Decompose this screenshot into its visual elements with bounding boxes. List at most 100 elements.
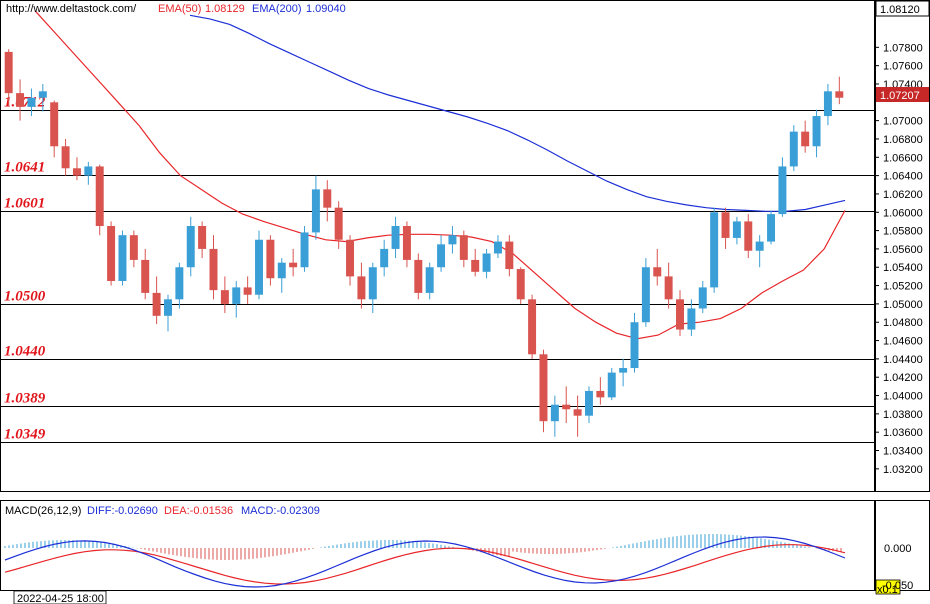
ema200-label: EMA(200) xyxy=(252,3,302,15)
candle xyxy=(414,253,423,300)
candle-body xyxy=(721,212,730,238)
candle xyxy=(175,262,184,309)
candle xyxy=(38,83,47,112)
macd-panel xyxy=(4,534,846,588)
candle-body xyxy=(300,232,309,268)
candle-body xyxy=(505,241,514,270)
candle-body xyxy=(243,287,252,295)
candle xyxy=(311,175,320,240)
candle xyxy=(585,386,593,424)
candle-body xyxy=(61,146,70,169)
candle-body xyxy=(448,235,457,245)
candle xyxy=(471,248,480,277)
price-tick-label: 1.05400 xyxy=(883,262,923,274)
macd-multiplier-box xyxy=(875,579,901,595)
candle-body xyxy=(266,239,275,279)
candle-body xyxy=(732,221,741,238)
candle-body xyxy=(471,259,480,272)
price-tick-label: 1.05200 xyxy=(883,281,923,293)
level-label: 1.0500 xyxy=(4,289,46,305)
price-tick-label: 1.07600 xyxy=(883,61,923,73)
candle-body xyxy=(585,390,593,416)
candle-body xyxy=(277,262,286,279)
candle xyxy=(300,226,309,272)
price-tick-label: 1.05600 xyxy=(883,244,923,256)
price-axis-ticks: 1.078001.076001.074001.070001.068001.066… xyxy=(875,42,923,476)
candle xyxy=(152,276,161,325)
candle xyxy=(778,157,787,217)
candle xyxy=(425,262,434,300)
candle xyxy=(505,235,514,277)
macd-multiplier: x0.1 xyxy=(877,584,898,596)
macd-label: MACD(26,12,9) xyxy=(5,505,81,517)
horizontal-levels: 1.07121.06411.06011.05001.04401.03891.03… xyxy=(0,95,875,443)
candle xyxy=(596,377,605,405)
candle xyxy=(459,230,468,268)
candle-body xyxy=(664,276,673,300)
ema200-value: 1.09040 xyxy=(306,3,346,15)
candle-body xyxy=(357,276,366,300)
candle-body xyxy=(38,91,47,98)
candle-body xyxy=(186,226,195,268)
candle xyxy=(676,290,684,336)
candle xyxy=(266,235,275,286)
ema200-line xyxy=(189,14,846,212)
price-tick-label: 1.05800 xyxy=(883,226,923,238)
candle-body xyxy=(368,267,377,300)
date-label: 2022-04-25 18:00 xyxy=(17,593,104,604)
candle-body xyxy=(50,102,59,147)
candle-body xyxy=(255,239,263,295)
candle-body xyxy=(164,299,172,316)
price-tick-label: 1.04600 xyxy=(883,336,923,348)
candle-body xyxy=(232,287,241,304)
candle xyxy=(61,138,70,176)
candle xyxy=(232,280,241,318)
candlesticks xyxy=(4,49,844,437)
candle xyxy=(744,214,753,259)
candle xyxy=(323,180,332,222)
top-value-box xyxy=(875,0,930,17)
candle xyxy=(220,276,229,314)
candle-body xyxy=(493,241,502,254)
candle-body xyxy=(482,253,491,272)
candle xyxy=(687,299,696,336)
ema50-line xyxy=(34,10,846,340)
level-label: 1.0349 xyxy=(4,427,46,443)
candle xyxy=(357,262,366,309)
candle-body xyxy=(425,267,434,293)
candle-body xyxy=(607,372,616,398)
candle xyxy=(448,226,457,254)
candle-body xyxy=(311,189,320,233)
candle xyxy=(710,207,719,293)
candle xyxy=(118,230,127,286)
macd-dea-label: DEA:-0.01536 xyxy=(164,505,233,517)
candle xyxy=(732,216,741,245)
candle-body xyxy=(801,131,810,147)
level-label: 1.0641 xyxy=(4,160,45,176)
candle-body xyxy=(459,235,468,260)
candle xyxy=(380,239,389,277)
candle xyxy=(755,235,764,268)
candle xyxy=(277,258,286,293)
ema-lines xyxy=(34,10,846,340)
candle-body xyxy=(755,241,764,251)
candle-body xyxy=(141,259,150,293)
candle-body xyxy=(744,221,753,251)
candle xyxy=(209,235,218,300)
candle-body xyxy=(346,239,355,277)
top-value-label: 1.08120 xyxy=(880,4,920,16)
candle xyxy=(516,267,525,304)
candle xyxy=(4,49,13,106)
candle-body xyxy=(220,290,229,304)
candle xyxy=(141,248,150,300)
candle xyxy=(812,109,821,158)
candle xyxy=(391,216,400,259)
price-tick-label: 1.04000 xyxy=(883,391,923,403)
price-tick-label: 1.05000 xyxy=(883,299,923,311)
candle-body xyxy=(84,166,93,176)
candle xyxy=(528,294,537,359)
candle-body xyxy=(596,390,605,398)
candle-body xyxy=(289,262,298,268)
candle-body xyxy=(653,267,662,277)
